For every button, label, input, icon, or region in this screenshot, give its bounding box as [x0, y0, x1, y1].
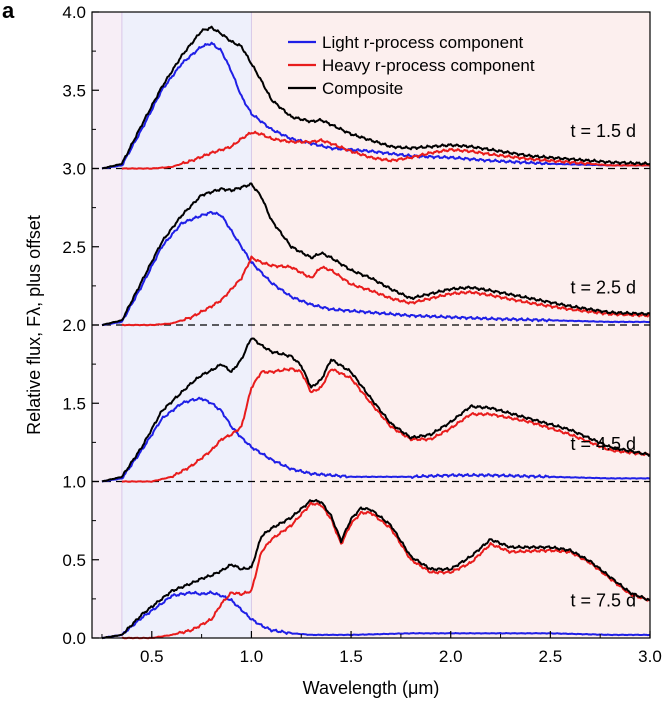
x-tick-label: 2.0 [439, 647, 463, 666]
heavy-line-epoch-0 [121, 130, 651, 170]
heavy-line-epoch-1 [121, 255, 651, 327]
x-axis-label: Wavelength (μm) [303, 678, 440, 698]
y-tick-label: 4.0 [62, 3, 86, 22]
x-tick-label: 1.0 [240, 647, 264, 666]
composite-line-epoch-2 [101, 337, 651, 483]
composite-line-epoch-1 [101, 182, 651, 327]
offset-baselines [92, 167, 650, 483]
y-tick-label: 2.0 [62, 316, 86, 335]
heavy-line-epoch-2 [121, 367, 651, 483]
x-tick-label: 2.5 [539, 647, 563, 666]
legend: Light r-process component Heavy r-process… [288, 33, 535, 98]
epoch-label: t = 7.5 d [570, 591, 636, 611]
epoch-label: t = 4.5 d [570, 434, 636, 454]
shaded-region-2 [251, 12, 650, 638]
light-line-epoch-2 [101, 396, 650, 483]
legend-entry: Composite [322, 79, 403, 98]
light-line-epoch-3 [101, 590, 651, 639]
epoch-labels: t = 1.5 d t = 2.5 d t = 4.5 d t = 7.5 d [570, 121, 636, 611]
y-tick-label: 1.5 [62, 394, 86, 413]
epoch-label: t = 2.5 d [570, 278, 636, 298]
light-line-epoch-0 [101, 41, 650, 170]
x-axis-ticks: 0.5 1.0 1.5 2.0 2.5 3.0 [101, 631, 662, 666]
series-lines [101, 25, 651, 640]
x-tick-label: 0.5 [140, 647, 164, 666]
legend-entry: Heavy r-process component [322, 56, 535, 75]
y-tick-label: 2.5 [62, 238, 86, 257]
y-axis-ticks: 0.0 0.5 1.0 1.5 2.0 2.5 3.0 3.5 4.0 [62, 3, 99, 648]
y-axis-label: Relative flux, Fλ, plus offset [24, 215, 44, 435]
composite-line-epoch-0 [102, 25, 651, 170]
x-tick-label: 1.5 [339, 647, 363, 666]
composite-line-epoch-3 [101, 498, 651, 640]
y-tick-label: 0.0 [62, 629, 86, 648]
x-tick-label: 3.0 [638, 647, 662, 666]
heavy-line-epoch-3 [121, 501, 651, 640]
y-tick-label: 0.5 [62, 551, 86, 570]
panel-label: a [2, 0, 15, 23]
epoch-label: t = 1.5 d [570, 121, 636, 141]
y-tick-label: 1.0 [62, 473, 86, 492]
y-tick-label: 3.5 [62, 81, 86, 100]
y-tick-label: 3.0 [62, 160, 86, 179]
light-line-epoch-1 [101, 210, 651, 326]
legend-entry: Light r-process component [322, 33, 524, 52]
